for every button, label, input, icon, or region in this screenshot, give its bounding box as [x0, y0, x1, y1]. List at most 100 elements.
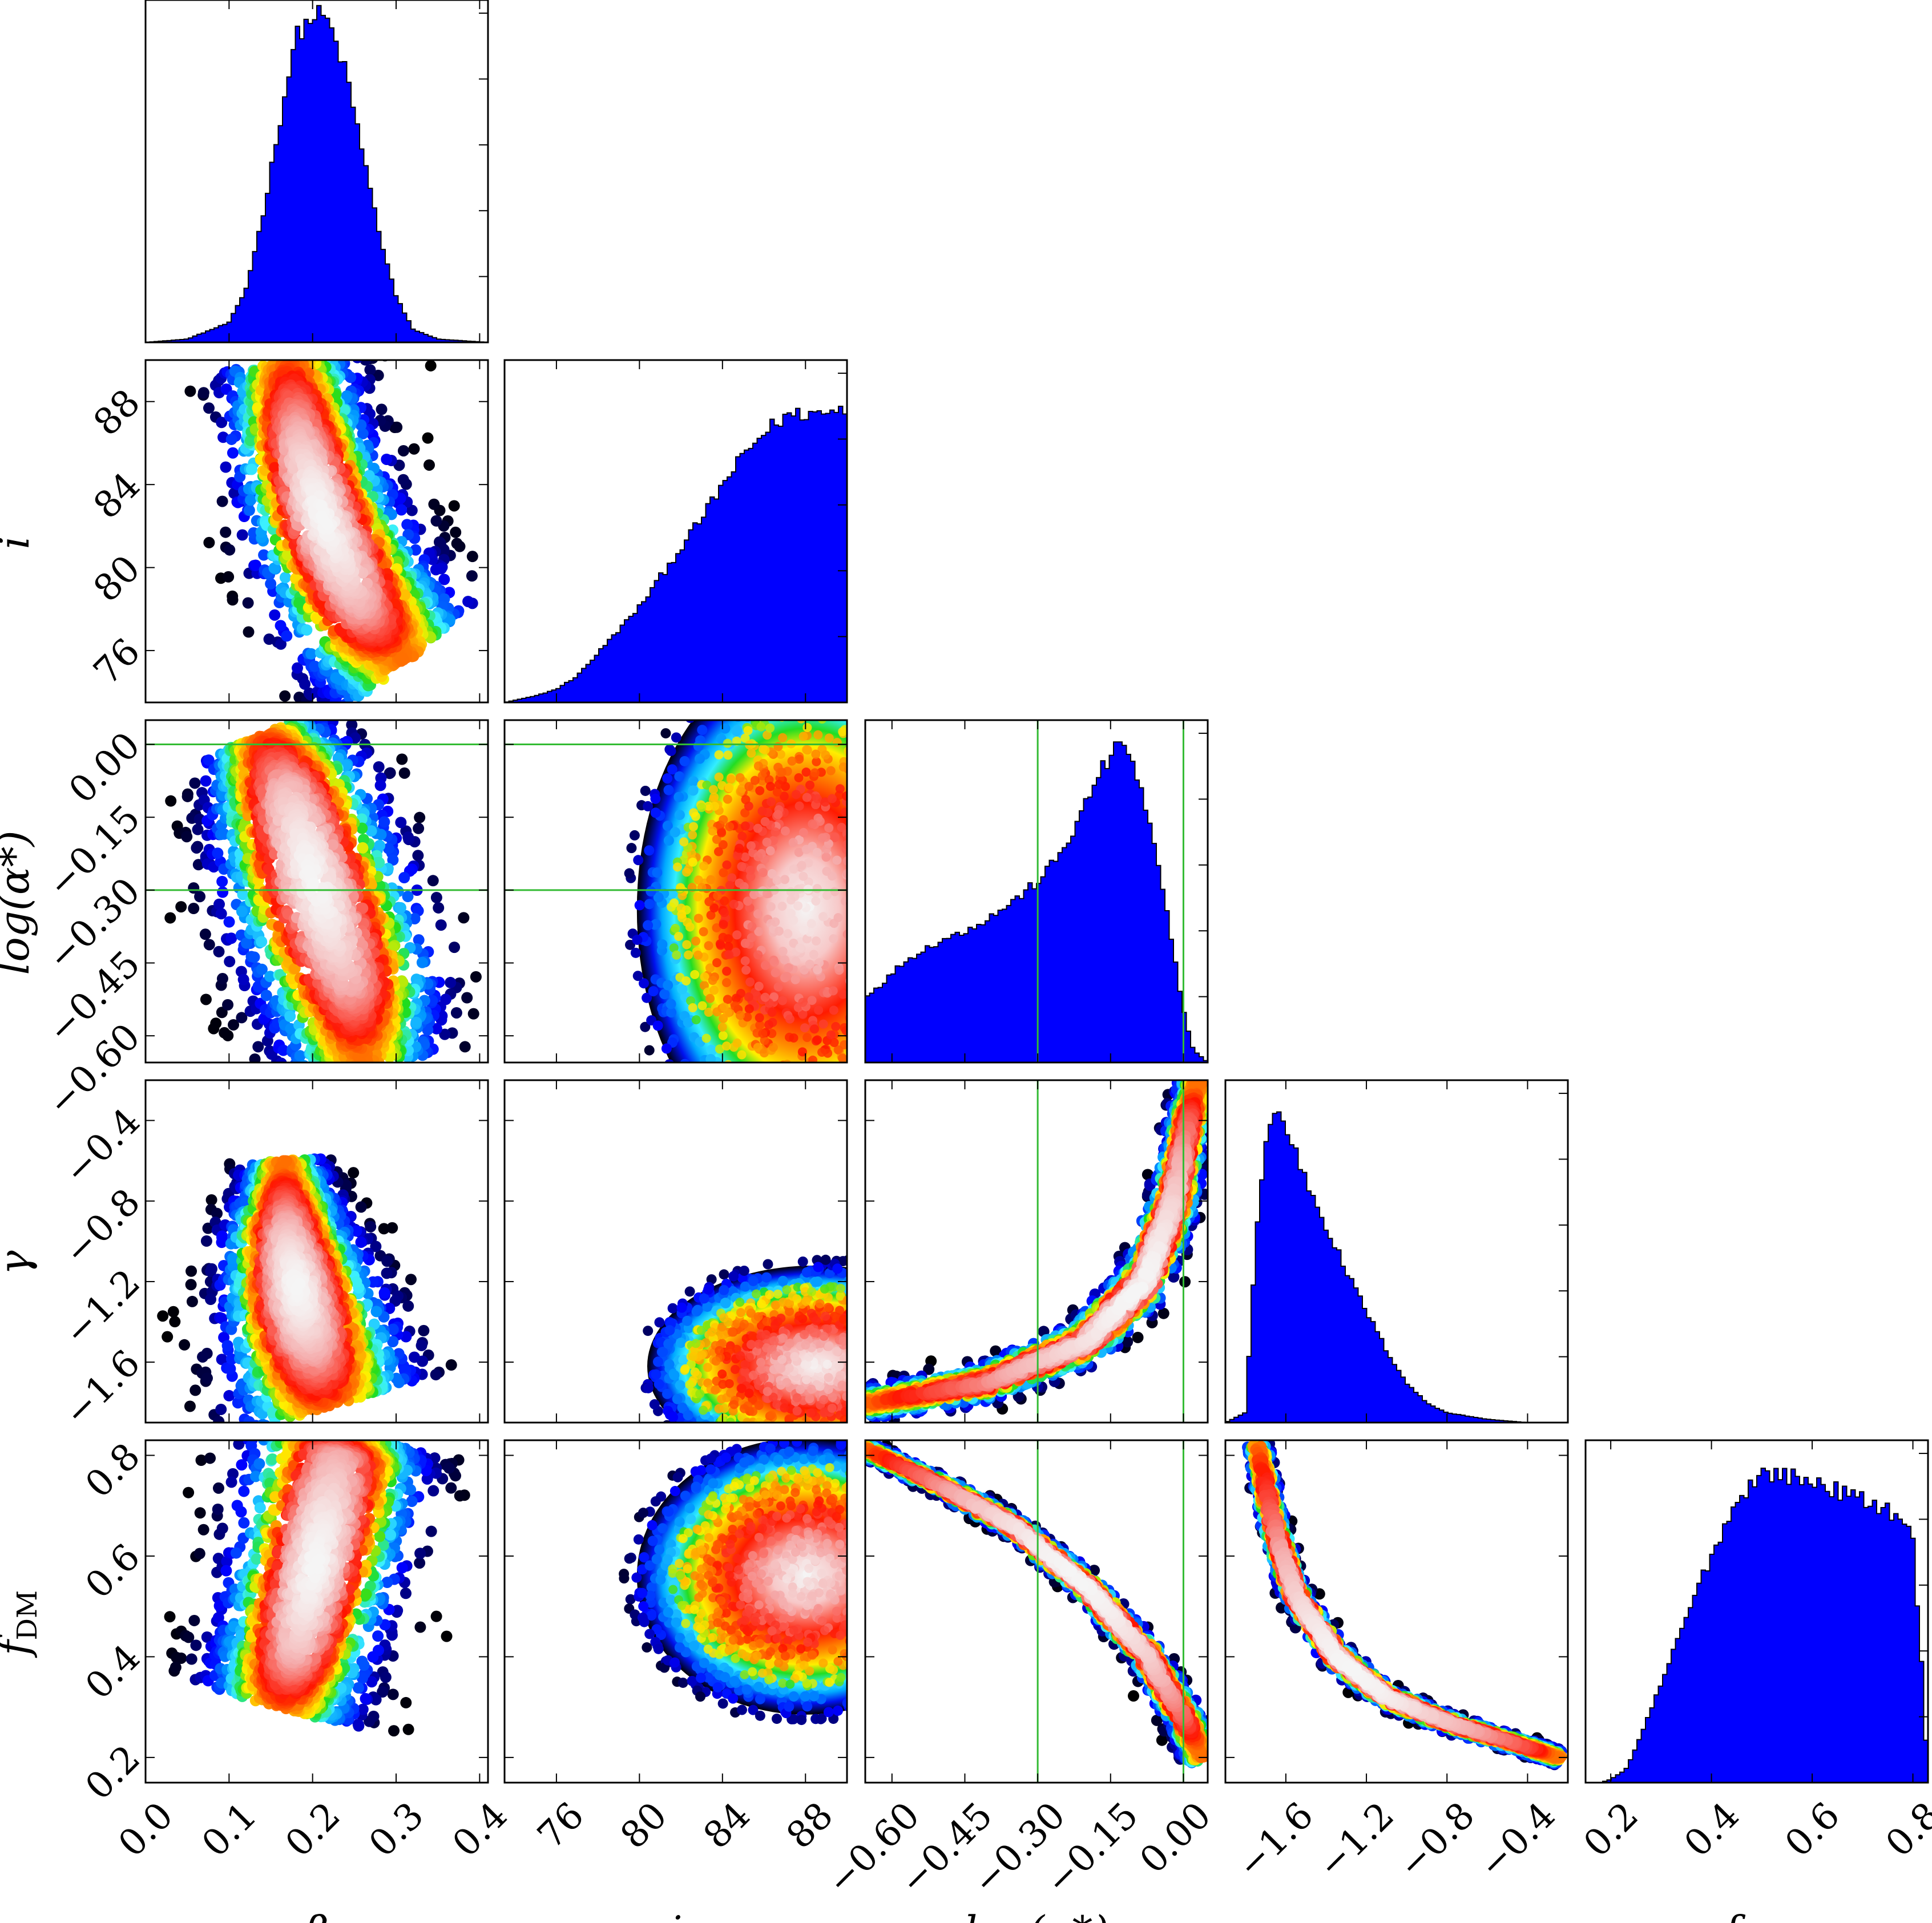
sample-point — [402, 831, 414, 843]
sample-point — [491, 509, 503, 520]
sample-point — [344, 360, 348, 361]
sample-point — [309, 708, 320, 719]
histogram-beta — [146, 5, 488, 342]
sample-point — [450, 1007, 462, 1019]
sample-point — [357, 842, 369, 854]
sample-point — [397, 474, 409, 486]
marginal-f_DM: 0.20.40.60.8fDM — [1576, 1439, 1932, 1923]
sample-point — [181, 790, 193, 802]
sample-point — [311, 1062, 315, 1063]
sample-point — [277, 1062, 283, 1063]
sample-point — [200, 993, 212, 1005]
sample-point — [224, 956, 236, 968]
sample-point — [264, 971, 276, 983]
sample-point — [237, 973, 249, 985]
sample-point — [220, 526, 232, 538]
sample-point — [305, 1061, 312, 1063]
sample-point — [275, 620, 287, 632]
sample-point — [459, 1041, 471, 1053]
sample-point — [396, 504, 408, 516]
sample-point — [225, 433, 237, 445]
sample-point — [461, 992, 473, 1004]
sample-point — [360, 360, 372, 366]
sample-point — [433, 902, 445, 914]
sample-point — [227, 447, 239, 459]
sample-point — [269, 609, 281, 621]
sample-point — [293, 597, 305, 609]
scatter-beta-i: 76808488i — [0, 344, 503, 717]
sample-point — [216, 417, 228, 429]
marginal-beta — [144, 0, 489, 344]
sample-point — [438, 573, 450, 585]
histogram-f_DM — [1586, 1467, 1928, 1783]
sample-point — [248, 951, 260, 963]
sample-point — [435, 919, 447, 931]
sample-point — [346, 720, 358, 731]
sample-point — [490, 580, 501, 591]
sample-point — [203, 754, 215, 766]
sample-point — [422, 432, 434, 444]
sample-point — [273, 920, 285, 932]
sample-point — [467, 1008, 479, 1020]
sample-point — [305, 648, 317, 660]
sample-point — [240, 937, 252, 949]
sample-point — [254, 1069, 265, 1080]
sample-point — [279, 572, 291, 584]
sample-point — [406, 504, 418, 516]
sample-point — [337, 702, 349, 713]
sample-point — [355, 902, 367, 914]
x-tick-label: 0.2 — [1576, 1795, 1647, 1865]
sample-point — [228, 487, 240, 499]
sample-point — [445, 976, 457, 988]
sample-point — [316, 510, 328, 522]
sample-point — [373, 857, 385, 868]
sample-point — [365, 344, 377, 355]
sample-point — [344, 360, 346, 361]
sample-point — [397, 445, 409, 456]
sample-point — [237, 888, 249, 900]
sample-point — [470, 971, 482, 983]
sample-point — [466, 570, 478, 582]
sample-point — [376, 403, 388, 415]
sample-point — [412, 850, 424, 862]
sample-point — [275, 1057, 287, 1063]
sample-point — [236, 1012, 248, 1024]
sample-point — [243, 504, 255, 516]
sample-point — [326, 839, 338, 851]
sample-point — [413, 934, 425, 946]
sample-point — [216, 495, 228, 507]
sample-point — [430, 564, 442, 576]
histogram-i — [505, 406, 847, 702]
sample-point — [425, 360, 437, 371]
sample-point — [451, 538, 463, 550]
sample-point — [378, 816, 390, 828]
sample-point — [252, 1041, 264, 1053]
axis-label-i: i — [0, 536, 38, 549]
sample-point — [391, 421, 403, 433]
sample-point — [277, 1044, 289, 1056]
sample-point — [312, 702, 324, 713]
sample-point — [224, 544, 236, 556]
sample-point — [236, 529, 248, 541]
sample-point — [285, 973, 297, 985]
sample-point — [439, 1028, 451, 1040]
sample-point — [223, 916, 235, 928]
sample-point — [236, 906, 248, 918]
sample-point — [449, 942, 461, 954]
sample-point — [387, 854, 399, 866]
x-tick-label: 0.8 — [1878, 1795, 1932, 1865]
sample-point — [375, 829, 387, 841]
sample-point — [329, 705, 340, 717]
sample-point — [373, 761, 385, 773]
sample-point — [189, 777, 201, 789]
sample-point — [313, 720, 318, 721]
sample-point — [398, 872, 410, 884]
sample-point — [228, 1019, 240, 1031]
sample-point — [192, 823, 204, 835]
sample-point — [430, 891, 442, 903]
sample-point — [399, 589, 411, 601]
sample-point — [358, 834, 370, 846]
sample-point — [458, 912, 470, 924]
